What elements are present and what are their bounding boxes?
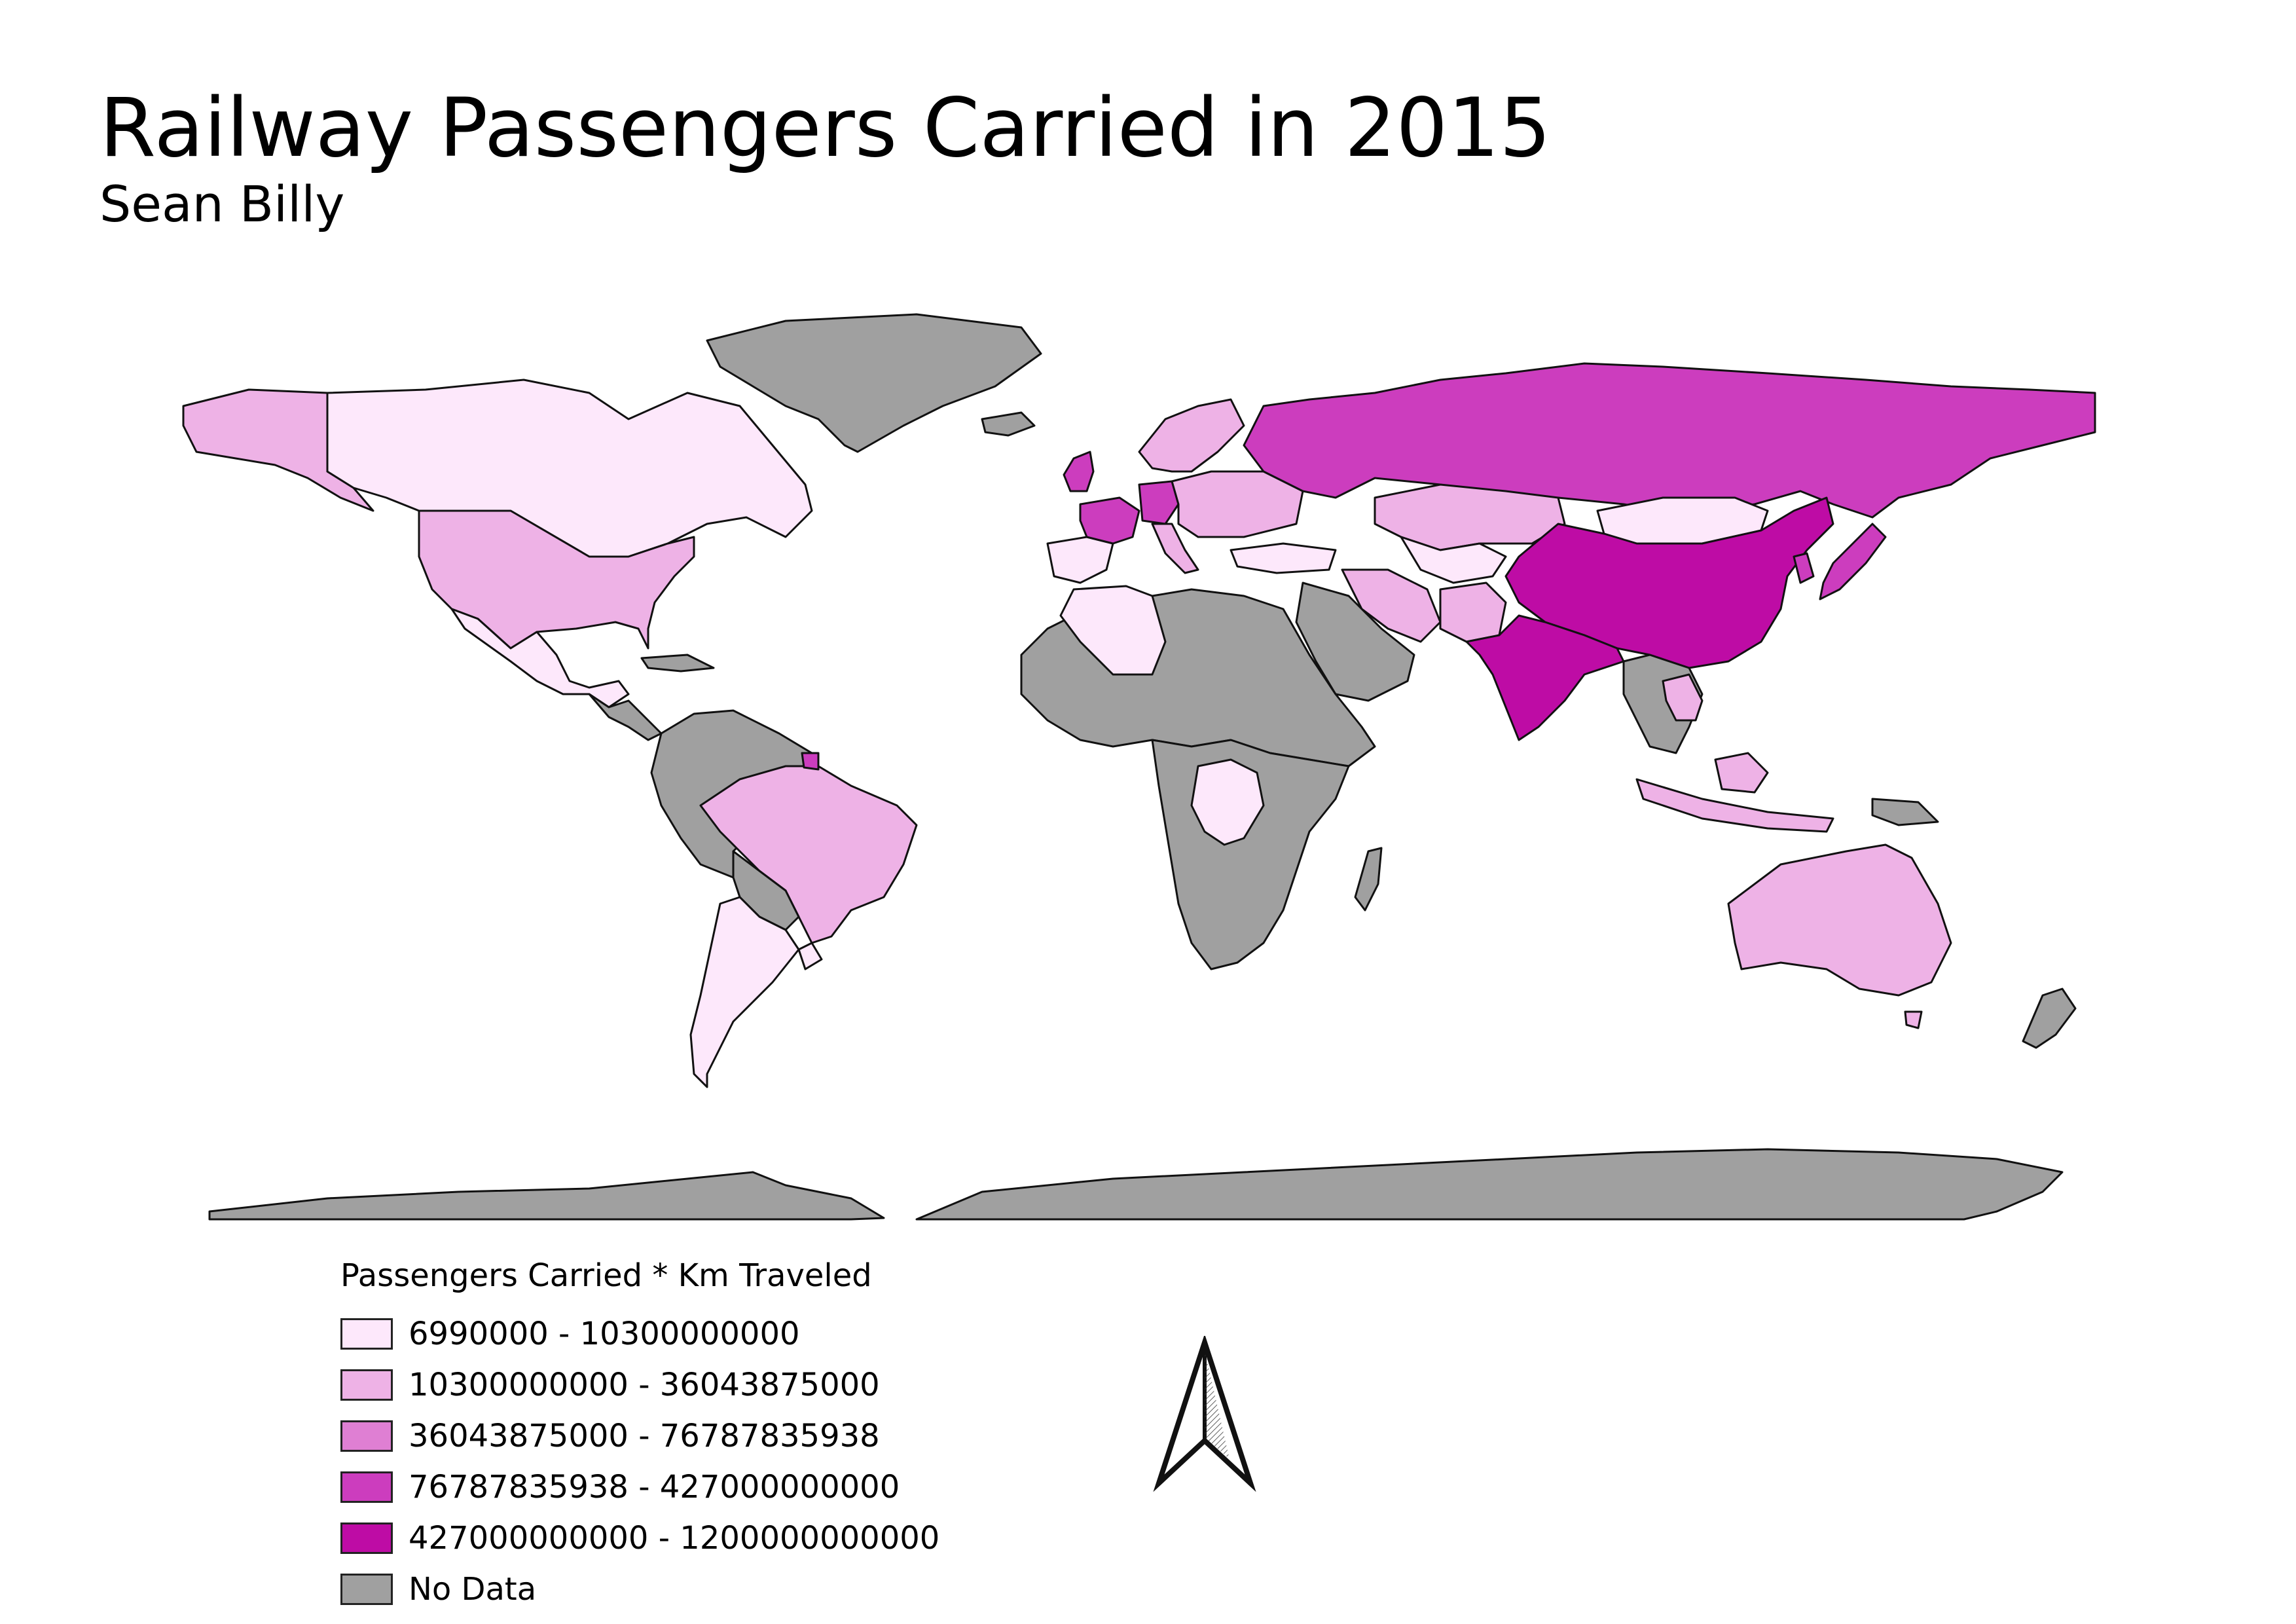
country-pakistan [1439,581,1507,643]
legend-label: 36043875000 - 76787835938 [409,1418,880,1454]
country-indonesia [1635,778,1834,833]
country-kazakhstan [1374,483,1566,551]
country-new-zealand [2022,987,2077,1049]
legend-item: 6990000 - 10300000000 [340,1308,939,1359]
legend-label: 10300000000 - 36043875000 [409,1367,880,1403]
country-mexico [450,608,630,709]
country-scandinavia [1138,398,1245,473]
country-spain [1046,536,1114,584]
map-title: Railway Passengers Carried in 2015 [100,81,1552,175]
country-eastern-europe [1171,470,1304,538]
map-author: Sean Billy [100,175,345,233]
country-new-guinea [1871,798,1939,826]
legend-item: 427000000000 - 1200000000000 [340,1513,939,1564]
legend-swatch [340,1318,393,1350]
country-uruguay [797,942,823,970]
legend-item: 76787835938 - 427000000000 [340,1462,939,1513]
country-tasmania [1904,1010,1923,1029]
country-turkey [1230,542,1337,574]
country-antarctica-east [915,1148,2064,1221]
country-central-america [588,693,663,741]
legend-swatch [340,1369,393,1401]
country-korea [1793,552,1815,584]
legend-label: 6990000 - 10300000000 [409,1316,800,1352]
legend-label: No Data [409,1571,537,1608]
country-russia [1243,362,2096,519]
north-arrow-icon [1153,1336,1256,1492]
legend-item: 36043875000 - 76787835938 [340,1411,939,1462]
legend-label: 76787835938 - 427000000000 [409,1469,900,1505]
country-greenland [706,313,1042,453]
country-arabia [1295,581,1415,702]
country-france [1079,496,1140,545]
legend-title: Passengers Carried * Km Traveled [340,1257,872,1294]
country-cuba [640,654,715,673]
legend-swatch [340,1574,393,1605]
country-germany [1138,480,1180,525]
country-australia [1727,843,1952,997]
country-italy [1151,523,1199,574]
legend: Passengers Carried * Km Traveled 6990000… [340,1257,939,1615]
country-united-kingdom [1063,451,1095,492]
country-central-asia [1400,536,1507,584]
country-madagascar [1354,847,1383,912]
country-french-guiana [801,752,820,771]
country-algeria [1059,585,1167,676]
legend-swatch [340,1471,393,1503]
legend-swatch [340,1420,393,1452]
country-argentina [689,896,800,1088]
legend-item: No Data [340,1564,939,1615]
country-borneo [1714,752,1769,794]
country-iceland [981,411,1036,437]
country-japan [1819,523,1887,600]
legend-swatch [340,1522,393,1554]
legend-label: 427000000000 - 1200000000000 [409,1520,940,1557]
country-canada [326,378,813,558]
legend-item: 10300000000 - 36043875000 [340,1359,939,1411]
country-india [1465,614,1625,741]
country-thailand [1662,673,1704,722]
country-dr-congo [1190,758,1265,846]
country-antarctica [208,1171,885,1221]
